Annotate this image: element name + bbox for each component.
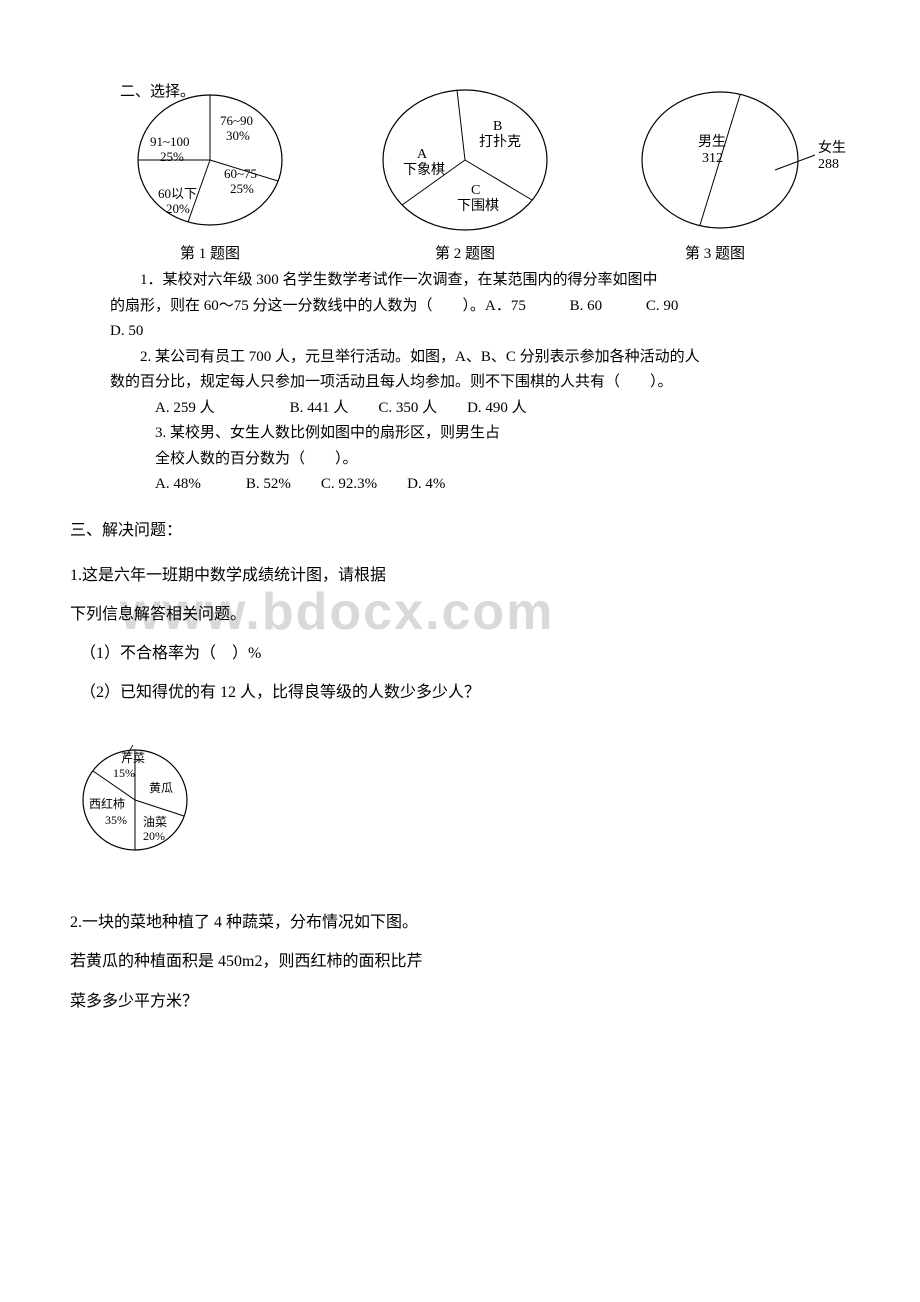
q1-l2a: 的扇形，则在 60～75 分这一分数线中的人数为（ ）。A．75 (110, 298, 526, 314)
section2-title: 二、选择。 (120, 80, 195, 101)
c1-l2b: 25% (160, 149, 184, 164)
q1-l2b: B. 60 (570, 298, 603, 314)
q1-l2c: C. 90 (646, 298, 679, 314)
chart3-container: 男生 312 女生 288 第 3 题图 (630, 80, 860, 263)
chart2-caption: 第 2 题图 (435, 242, 495, 263)
c3-l2a: 女生 (818, 139, 846, 156)
chart2-svg: B 打扑克 A 下象棋 C 下围棋 (365, 80, 565, 240)
v-l4: 西红柿 (89, 796, 125, 811)
c2-lB2: 打扑克 (479, 133, 521, 150)
p1-line2: 下列信息解答相关问题。 (70, 597, 860, 632)
v-l5: 35% (105, 813, 127, 827)
c2-lC2: 下围棋 (457, 198, 499, 214)
q3-line2: 全校人数的百分数为（ ）。 (155, 447, 830, 473)
c1-l2a: 91~100 (150, 134, 190, 149)
q1-line1: 1．某校对六年级 300 名学生数学考试作一次调查，在某范围内的得分率如图中 (110, 268, 830, 294)
q1-line3: D. 50 (110, 319, 830, 345)
chart3-caption: 第 3 题图 (685, 242, 745, 263)
c2-lC1: C (471, 183, 480, 198)
p2-line1: 2.一块的菜地种植了 4 种蔬菜，分布情况如下图。 (70, 905, 860, 940)
q2-line1: 2. 某公司有员工 700 人，元旦举行活动。如图，A、B、C 分别表示参加各种… (110, 345, 830, 371)
q1-line2: 的扇形，则在 60～75 分这一分数线中的人数为（ ）。A．75 B. 60 C… (110, 294, 830, 320)
p1-sub2: （2）已知得优的有 12 人，比得良等级的人数少多少人？ (80, 675, 860, 710)
c1-l3b: 20% (166, 201, 190, 216)
q3-options: A. 48% B. 52% C. 92.3% D. 4% (155, 472, 830, 498)
c3-l1b: 312 (702, 151, 723, 166)
chart1-svg: 76~90 30% 91~100 25% 60以下 20% 60~75 25% (120, 80, 300, 240)
v-l3: 黄瓜 (149, 781, 173, 795)
q2-options: A. 259 人 B. 441 人 C. 350 人 D. 490 人 (155, 396, 830, 422)
c3-l2b: 288 (818, 157, 839, 172)
p1-line1: 1.这是六年一班期中数学成绩统计图，请根据 (70, 558, 860, 593)
chart2-container: B 打扑克 A 下象棋 C 下围棋 第 2 题图 (365, 80, 565, 263)
c1-l3a: 60以下 (158, 186, 197, 201)
chart3-svg: 男生 312 女生 288 (630, 80, 860, 240)
c3-l1a: 男生 (698, 134, 726, 150)
v-l6: 油菜 (143, 815, 167, 829)
section3-title: 三、解决问题： (70, 516, 860, 540)
veggie-svg: 芹菜 15% 黄瓜 西红柿 35% 油菜 20% (70, 740, 220, 870)
chart1-container: 76~90 30% 91~100 25% 60以下 20% 60~75 25% … (120, 80, 300, 263)
c2-lA1: A (417, 147, 428, 162)
q2-line2: 数的百分比，规定每人只参加一项活动且每人均参加。则不下围棋的人共有（ ）。 (110, 370, 830, 396)
p1-sub1: （1）不合格率为（ ）% (80, 636, 860, 671)
c1-l4b: 25% (230, 181, 254, 196)
p2-line3: 菜多多少平方米？ (70, 984, 860, 1019)
v-l7: 20% (143, 829, 165, 843)
chart1-caption: 第 1 题图 (180, 242, 240, 263)
c1-l4a: 60~75 (224, 166, 257, 181)
c2-lA2: 下象棋 (403, 162, 445, 178)
v-l2: 15% (113, 766, 135, 780)
charts-row: 76~90 30% 91~100 25% 60以下 20% 60~75 25% … (120, 80, 860, 263)
c2-lB1: B (493, 119, 502, 134)
c1-l1b: 30% (226, 128, 250, 143)
p2-line2: 若黄瓜的种植面积是 450m2，则西红柿的面积比芹 (70, 944, 860, 979)
q3-line1: 3. 某校男、女生人数比例如图中的扇形区，则男生占 (155, 421, 830, 447)
veggie-chart: 芹菜 15% 黄瓜 西红柿 35% 油菜 20% (70, 740, 860, 875)
question-block: 1．某校对六年级 300 名学生数学考试作一次调查，在某范围内的得分率如图中 的… (110, 268, 830, 498)
v-l1: 芹菜 (121, 751, 145, 765)
c1-l1a: 76~90 (220, 113, 253, 128)
